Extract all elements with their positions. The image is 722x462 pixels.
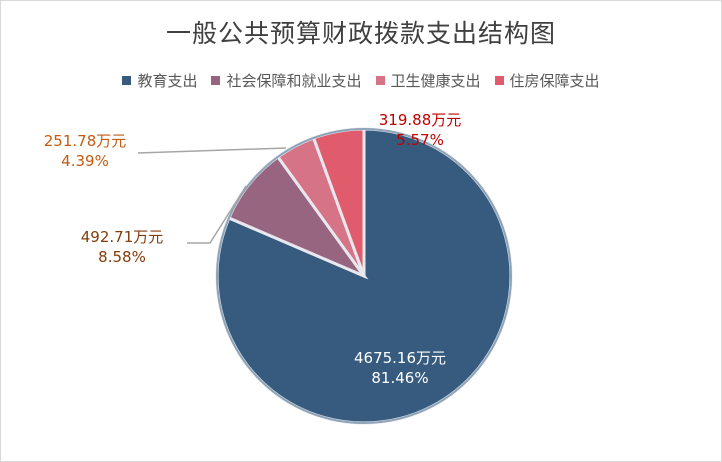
pie-outline (216, 128, 512, 424)
legend-swatch (122, 76, 132, 85)
data-label-percent: 4.39% (61, 152, 109, 170)
legend-item: 卫生健康支出 (375, 70, 481, 91)
data-label-value: 492.71万元 (81, 228, 164, 246)
legend-label: 卫生健康支出 (390, 72, 481, 90)
data-label-value: 251.78万元 (44, 132, 127, 150)
leader-line (137, 147, 287, 154)
data-label-value: 319.88万元 (379, 111, 462, 129)
legend-swatch (375, 76, 385, 85)
legend-swatch (211, 76, 221, 85)
legend-item: 住房保障支出 (494, 70, 600, 91)
data-label-value: 4675.16万元 (354, 349, 446, 367)
data-label-percent: 8.58% (98, 248, 146, 266)
data-label-percent: 5.57% (396, 131, 444, 149)
chart-title: 一般公共预算财政拨款支出结构图 (165, 19, 556, 48)
legend-item: 社会保障和就业支出 (211, 70, 362, 91)
legend-label: 社会保障和就业支出 (226, 72, 362, 90)
leader-line (187, 185, 247, 244)
legend-swatch (494, 76, 504, 85)
data-label-percent: 81.46% (371, 369, 428, 387)
legend-item: 教育支出 (122, 70, 197, 91)
legend: 教育支出 社会保障和就业支出 卫生健康支出 住房保障支出 (0, 70, 722, 91)
legend-label: 住房保障支出 (509, 72, 600, 90)
legend-label: 教育支出 (137, 72, 198, 90)
